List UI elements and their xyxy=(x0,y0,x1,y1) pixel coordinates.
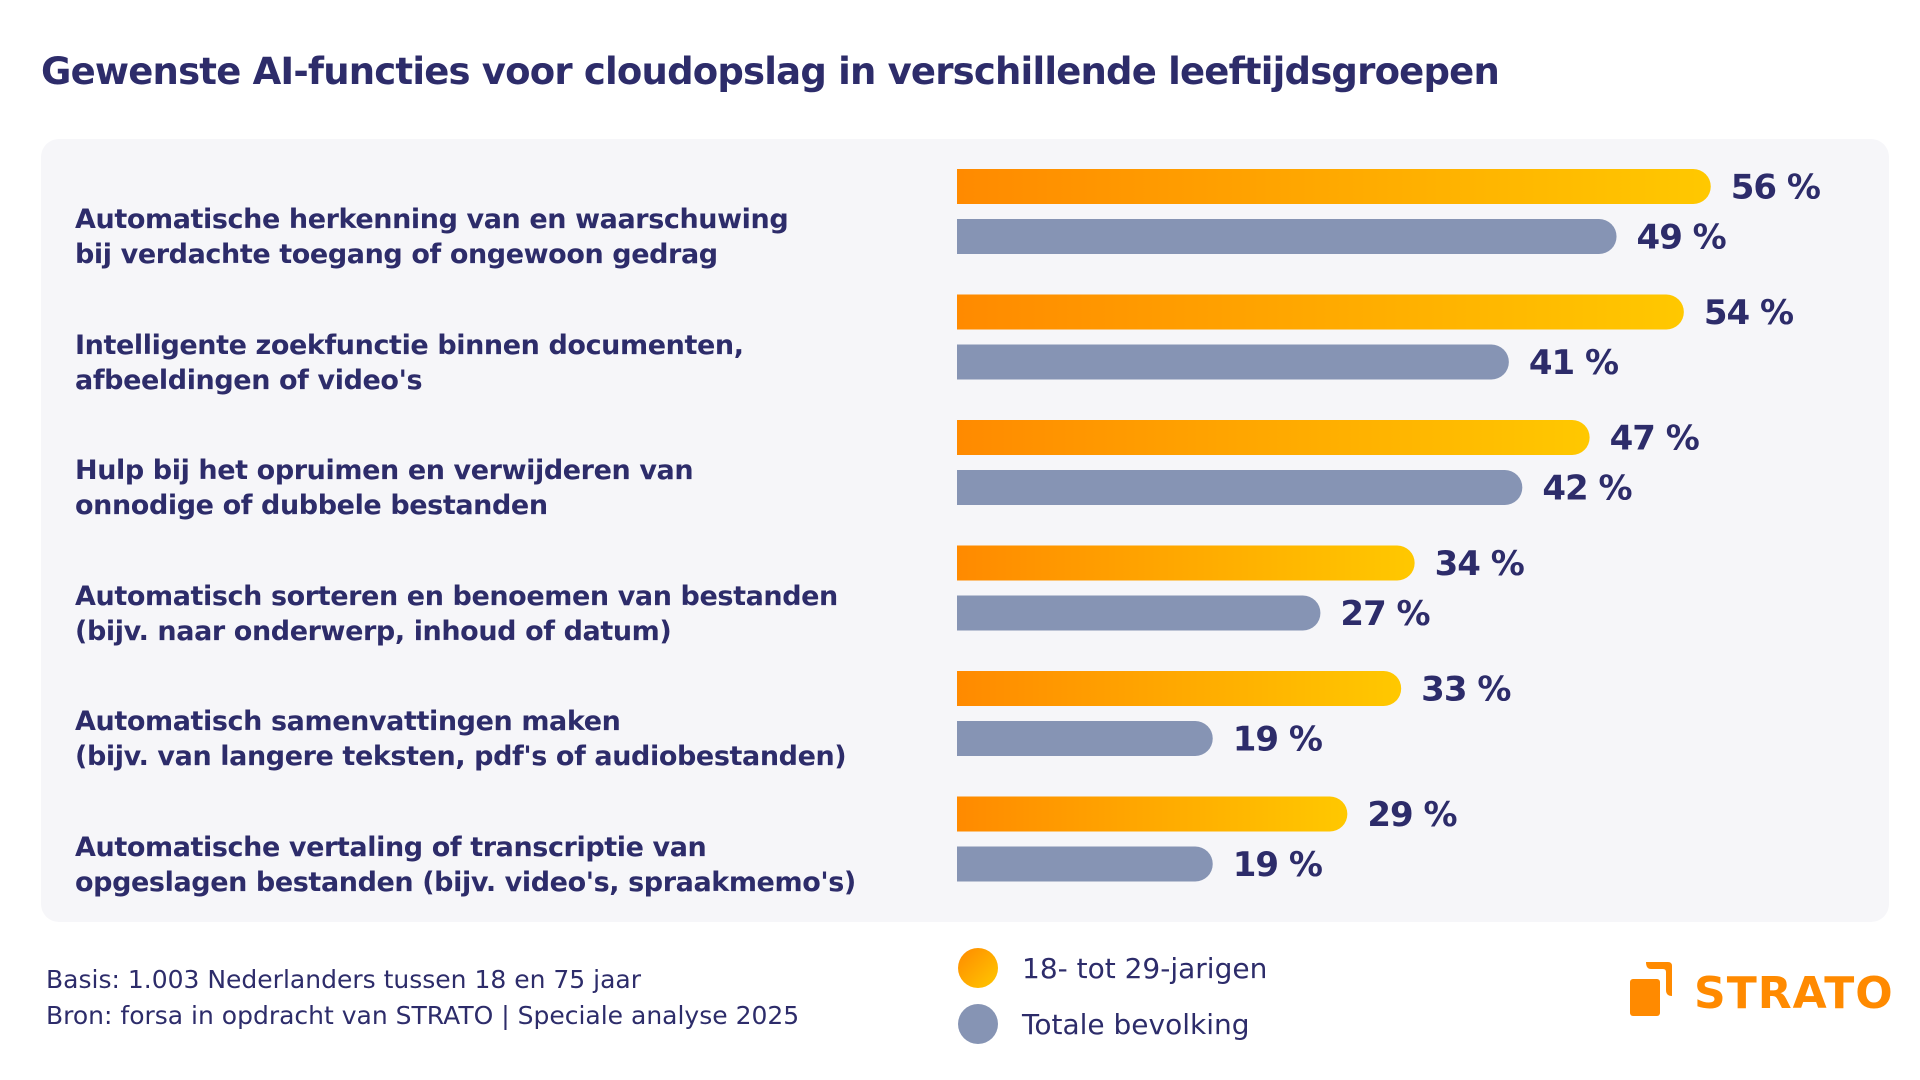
bar-young xyxy=(957,169,1711,204)
bar-young xyxy=(957,420,1590,455)
bar-total xyxy=(957,344,1509,380)
category-label: Automatisch sorteren en benoemen van bes… xyxy=(75,579,915,649)
legend-item-young: 18- tot 29-jarigen xyxy=(958,948,1267,988)
category-label-line: afbeeldingen of video's xyxy=(75,364,423,396)
legend: 18- tot 29-jarigen Totale bevolking xyxy=(958,948,1267,1060)
legend-item-total: Totale bevolking xyxy=(958,1004,1267,1044)
data-label: 56 % xyxy=(1731,168,1820,208)
data-label: 42 % xyxy=(1542,469,1631,509)
bar-total xyxy=(957,470,1523,505)
chart-title: Gewenste AI-functies voor cloudopslag in… xyxy=(41,50,1500,93)
category-label-line: Automatische vertaling of transcriptie v… xyxy=(75,831,707,863)
category-label-line: (bijv. van langere teksten, pdf's of aud… xyxy=(75,741,847,772)
data-label: 34 % xyxy=(1435,544,1524,584)
category-label: Hulp bij het opruimen en verwijderen van… xyxy=(75,453,915,523)
category-label-line: Automatisch sorteren en benoemen van bes… xyxy=(75,580,838,612)
bar-young xyxy=(957,545,1415,581)
data-label: 19 % xyxy=(1233,845,1322,885)
data-label: 54 % xyxy=(1704,293,1793,333)
category-label-line: (bijv. naar onderwerp, inhoud of datum) xyxy=(75,615,672,647)
strato-logo: STRATO xyxy=(1630,962,1894,1016)
category-label-line: Automatische herkenning van en waarschuw… xyxy=(75,204,789,235)
data-label: 49 % xyxy=(1637,218,1726,258)
category-label-line: opgeslagen bestanden (bijv. video's, spr… xyxy=(75,866,856,898)
data-label: 19 % xyxy=(1233,720,1322,760)
category-label: Automatisch samenvattingen maken (bijv. v… xyxy=(75,704,915,774)
bar-total xyxy=(957,721,1213,756)
legend-swatch-orange xyxy=(958,948,998,988)
bar-total xyxy=(957,219,1617,254)
data-label: 47 % xyxy=(1610,419,1699,459)
bar-total xyxy=(957,846,1213,882)
category-label-line: bij verdachte toegang of ongewoon gedrag xyxy=(75,239,718,270)
data-label: 27 % xyxy=(1340,594,1429,634)
category-label-line: Hulp bij het opruimen en verwijderen van xyxy=(75,455,694,486)
legend-label: 18- tot 29-jarigen xyxy=(1022,951,1268,985)
data-label: 41 % xyxy=(1529,343,1618,383)
legend-swatch-gray xyxy=(958,1004,998,1044)
category-label-line: onnodige of dubbele bestanden xyxy=(75,490,548,521)
data-label: 29 % xyxy=(1367,795,1456,835)
logo-wordmark: STRATO xyxy=(1694,968,1894,1019)
data-label: 33 % xyxy=(1421,670,1510,710)
category-label-line: Automatisch samenvattingen maken xyxy=(75,706,621,737)
chart-panel xyxy=(41,139,1889,922)
basis-note: Basis: 1.003 Nederlanders tussen 18 en 7… xyxy=(46,965,641,994)
category-label: Automatische vertaling of transcriptie v… xyxy=(75,830,915,900)
bar-total xyxy=(957,595,1321,631)
bar-young xyxy=(957,294,1684,330)
bar-young xyxy=(957,671,1402,706)
strato-logo-icon xyxy=(1630,962,1672,1016)
category-label: Automatische herkenning van en waarschuw… xyxy=(75,202,915,272)
category-label: Intelligente zoekfunctie binnen document… xyxy=(75,328,915,398)
legend-label: Totale bevolking xyxy=(1022,1007,1250,1041)
footer-notes: Basis: 1.003 Nederlanders tussen 18 en 7… xyxy=(46,962,799,1034)
bar-young xyxy=(957,796,1348,832)
category-label-line: Intelligente zoekfunctie binnen document… xyxy=(75,329,744,361)
source-note: Bron: forsa in opdracht van STRATO | Spe… xyxy=(46,1001,800,1030)
